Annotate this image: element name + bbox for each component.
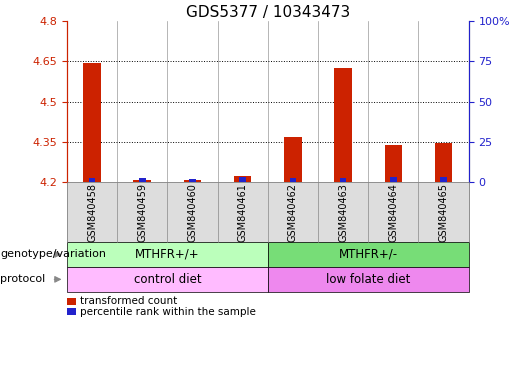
Bar (289, 179, 296, 182)
Text: GSM840463: GSM840463 (338, 183, 348, 242)
Bar (184, 180, 201, 182)
Text: control diet: control diet (133, 273, 201, 286)
Title: GDS5377 / 10343473: GDS5377 / 10343473 (186, 5, 350, 20)
Text: genotype/variation: genotype/variation (0, 249, 106, 260)
Text: GSM840460: GSM840460 (187, 183, 197, 242)
Text: protocol: protocol (0, 274, 45, 285)
Bar (89, 179, 95, 182)
Bar (440, 177, 447, 182)
Text: GSM840464: GSM840464 (388, 183, 398, 242)
Text: transformed count: transformed count (80, 296, 178, 306)
Text: GSM840459: GSM840459 (138, 183, 147, 242)
Text: GSM840462: GSM840462 (288, 183, 298, 242)
Text: GSM840461: GSM840461 (238, 183, 248, 242)
Bar (284, 137, 302, 182)
Bar (340, 179, 347, 182)
Text: GSM840458: GSM840458 (87, 183, 97, 242)
Bar (435, 144, 452, 182)
Bar (234, 177, 251, 182)
Bar (189, 179, 196, 182)
Bar (385, 145, 402, 182)
Text: percentile rank within the sample: percentile rank within the sample (80, 307, 256, 317)
Bar (133, 180, 151, 182)
Bar (334, 68, 352, 182)
Bar (390, 177, 397, 182)
Text: MTHFR+/+: MTHFR+/+ (135, 248, 200, 261)
Text: GSM840465: GSM840465 (439, 183, 449, 242)
Text: MTHFR+/-: MTHFR+/- (339, 248, 398, 261)
Bar (139, 179, 146, 182)
Text: low folate diet: low folate diet (326, 273, 410, 286)
Bar (239, 177, 246, 182)
Bar (83, 63, 101, 182)
